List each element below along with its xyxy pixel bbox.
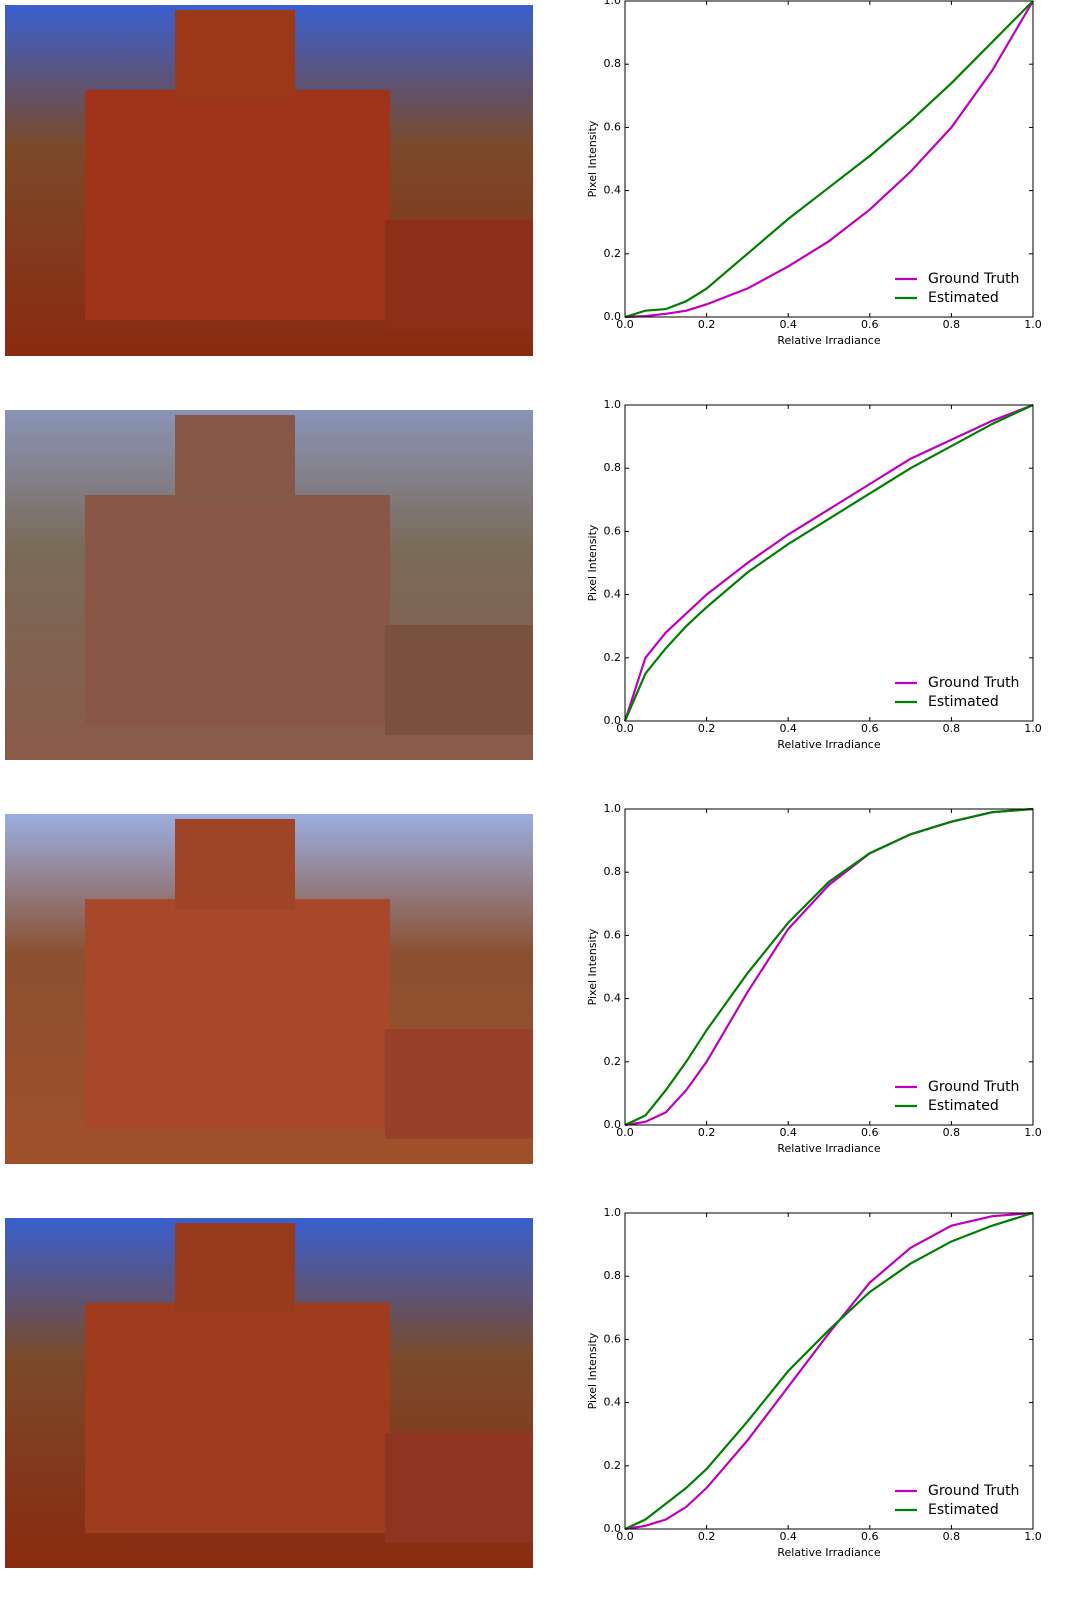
y-tick-label: 0.0 — [604, 1522, 622, 1535]
y-tick-label: 0.8 — [604, 461, 622, 474]
y-tick-label: 1.0 — [604, 0, 622, 7]
series-line — [625, 405, 1033, 721]
plot-frame — [625, 405, 1033, 721]
figure: 0.0 0.2 0.4 0.6 0.8 1.0 0.0 0.2 0.4 0.6 0.8 1.0 Rela… — [0, 0, 1066, 1600]
x-tick-label: 0.6 — [861, 722, 879, 735]
y-tick-label: 0.6 — [604, 120, 622, 133]
y-axis-label: Pixel Intensity — [586, 524, 599, 601]
x-tick-label: 0.4 — [779, 722, 797, 735]
x-tick-label: 0.6 — [861, 318, 879, 331]
x-tick-label: 0.6 — [861, 1530, 879, 1543]
y-tick-label: 0.4 — [604, 588, 622, 601]
x-tick-label: 0.8 — [943, 722, 961, 735]
y-tick-label: 0.4 — [604, 1396, 622, 1409]
y-tick-label: 1.0 — [604, 802, 622, 815]
series-line — [625, 1, 1033, 317]
y-axis-label: Pixel Intensity — [586, 928, 599, 1005]
photo — [5, 5, 533, 356]
x-tick-label: 1.0 — [1024, 722, 1042, 735]
y-tick-label: 0.6 — [604, 1332, 622, 1345]
x-axis-label: Relative Irradiance — [777, 738, 880, 751]
x-tick-label: 0.8 — [943, 318, 961, 331]
y-tick-label: 0.4 — [604, 992, 622, 1005]
y-tick-label: 0.8 — [604, 1269, 622, 1282]
plot-frame — [625, 1213, 1033, 1529]
y-tick-label: 0.2 — [604, 1055, 622, 1068]
legend-label: Estimated — [928, 1098, 999, 1114]
legend-label: Ground Truth — [928, 1079, 1019, 1095]
y-tick-label: 0.2 — [604, 247, 622, 260]
x-tick-label: 0.8 — [943, 1530, 961, 1543]
y-tick-label: 0.6 — [604, 524, 622, 537]
y-tick-label: 0.2 — [604, 1459, 622, 1472]
photo — [5, 410, 533, 760]
x-tick-label: 0.2 — [698, 1126, 716, 1139]
x-axis-label: Relative Irradiance — [777, 334, 880, 347]
y-tick-label: 0.0 — [604, 1118, 622, 1131]
legend-label: Estimated — [928, 290, 999, 306]
y-tick-label: 1.0 — [604, 398, 622, 411]
y-tick-label: 0.0 — [604, 714, 622, 727]
x-tick-label: 1.0 — [1024, 1530, 1042, 1543]
legend-label: Ground Truth — [928, 271, 1019, 287]
x-tick-label: 0.2 — [698, 722, 716, 735]
series-line — [625, 809, 1033, 1125]
y-tick-label: 0.8 — [604, 865, 622, 878]
x-tick-label: 1.0 — [1024, 1126, 1042, 1139]
x-tick-label: 0.4 — [779, 318, 797, 331]
y-tick-label: 0.2 — [604, 651, 622, 664]
photo — [5, 1218, 533, 1568]
x-tick-label: 0.6 — [861, 1126, 879, 1139]
series-line — [625, 405, 1033, 721]
x-tick-label: 0.2 — [698, 1530, 716, 1543]
legend-label: Estimated — [928, 694, 999, 710]
x-tick-label: 0.8 — [943, 1126, 961, 1139]
legend-label: Ground Truth — [928, 1483, 1019, 1499]
x-tick-label: 1.0 — [1024, 318, 1042, 331]
y-tick-label: 0.4 — [604, 184, 622, 197]
y-tick-label: 0.0 — [604, 310, 622, 323]
y-tick-label: 1.0 — [604, 1206, 622, 1219]
plot-frame — [625, 809, 1033, 1125]
y-axis-label: Pixel Intensity — [586, 1332, 599, 1409]
x-tick-label: 0.2 — [698, 318, 716, 331]
legend-label: Estimated — [928, 1502, 999, 1518]
x-axis-label: Relative Irradiance — [777, 1142, 880, 1155]
y-axis-label: Pixel Intensity — [586, 120, 599, 197]
series-line — [625, 1, 1033, 317]
photo — [5, 814, 533, 1164]
y-tick-label: 0.8 — [604, 57, 622, 70]
series-line — [625, 1213, 1033, 1529]
x-tick-label: 0.4 — [779, 1530, 797, 1543]
plot-frame — [625, 1, 1033, 317]
y-tick-label: 0.6 — [604, 928, 622, 941]
x-tick-label: 0.4 — [779, 1126, 797, 1139]
legend-label: Ground Truth — [928, 675, 1019, 691]
series-line — [625, 809, 1033, 1125]
page: 0.0 0.2 0.4 0.6 0.8 1.0 0.0 0.2 0.4 0.6 0.8 1.0 Rela… — [0, 0, 1066, 1600]
series-line — [625, 1213, 1033, 1529]
x-axis-label: Relative Irradiance — [777, 1546, 880, 1559]
